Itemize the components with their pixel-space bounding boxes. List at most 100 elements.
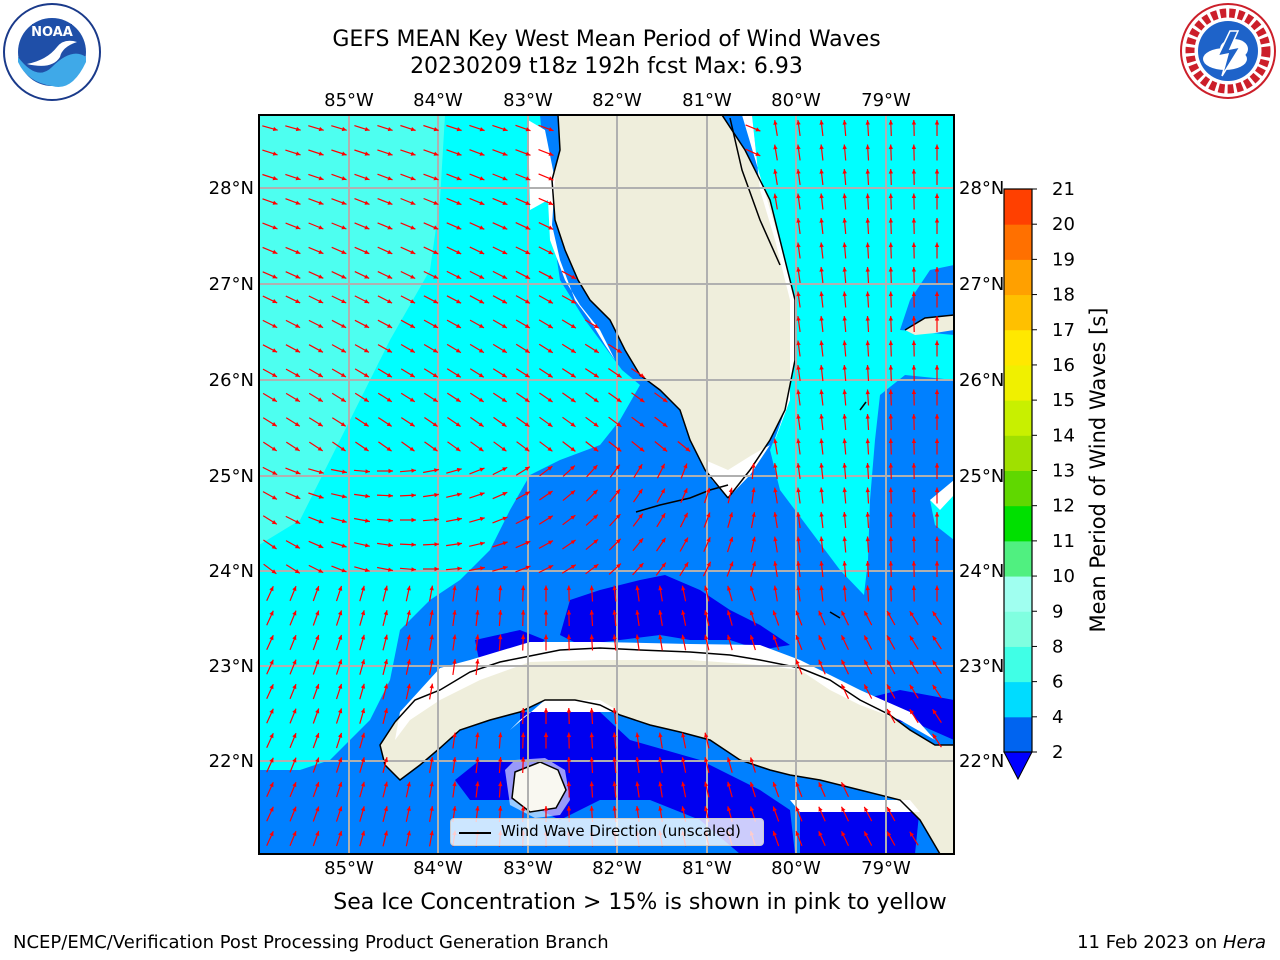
wind-wave-arrowhead bbox=[475, 781, 480, 787]
wind-wave-arrowhead bbox=[341, 200, 347, 205]
wind-wave-arrowhead bbox=[388, 468, 393, 474]
wind-wave-arrowhead bbox=[932, 709, 937, 715]
wind-wave-arrowhead bbox=[271, 446, 277, 451]
wind-wave-arrowhead bbox=[934, 512, 940, 517]
colorbar-tick-label: 21 bbox=[1052, 179, 1075, 200]
wind-wave-arrowhead bbox=[475, 634, 480, 640]
wind-wave-arrowhead bbox=[819, 340, 824, 346]
wind-wave-arrowhead bbox=[433, 323, 438, 328]
wind-wave-arrowhead bbox=[796, 438, 801, 444]
wind-wave-arrowhead bbox=[525, 176, 531, 181]
wind-wave-arrowhead bbox=[524, 348, 530, 353]
wind-wave-arrowhead bbox=[911, 463, 917, 468]
wind-wave-arrowhead bbox=[386, 446, 392, 452]
wind-wave-arrowhead bbox=[842, 291, 847, 297]
wind-wave-arrowhead bbox=[842, 242, 847, 248]
colorbar-segment bbox=[1004, 540, 1032, 577]
wind-wave-arrowhead bbox=[911, 512, 917, 517]
wind-wave-arrowhead bbox=[635, 781, 640, 787]
wind-wave-arrowhead bbox=[502, 200, 508, 205]
wind-wave-arrowhead bbox=[411, 567, 416, 572]
wind-wave-arrowhead bbox=[433, 299, 439, 304]
wind-wave-arrowhead bbox=[570, 490, 576, 495]
wind-wave-arrowhead bbox=[475, 757, 480, 762]
wind-wave-arrowhead bbox=[548, 540, 553, 545]
wind-wave-arrowhead bbox=[383, 806, 388, 812]
wind-wave-arrowhead bbox=[639, 373, 645, 378]
wind-wave-arrowhead bbox=[341, 126, 347, 132]
wind-wave-arrowhead bbox=[593, 564, 599, 569]
wind-wave-arrowhead bbox=[360, 610, 366, 616]
wind-wave-arrowhead bbox=[524, 373, 530, 378]
wind-wave-arrowhead bbox=[315, 708, 320, 714]
wind-wave-arrowhead bbox=[570, 515, 576, 520]
wind-wave-arrowhead bbox=[292, 635, 297, 641]
wind-wave-arrowhead bbox=[749, 757, 754, 763]
wind-wave-arrowhead bbox=[841, 782, 846, 788]
wind-wave-arrowhead bbox=[315, 635, 320, 640]
wind-wave-arrowhead bbox=[479, 467, 485, 472]
wind-wave-arrowhead bbox=[819, 414, 824, 419]
wind-wave-arrowhead bbox=[548, 200, 554, 205]
colorbar-segment bbox=[1004, 224, 1032, 260]
wind-wave-arrowhead bbox=[498, 757, 503, 762]
wind-wave-arrowhead bbox=[525, 225, 531, 230]
wind-wave-arrowhead bbox=[566, 634, 572, 640]
wind-wave-arrowhead bbox=[432, 422, 438, 427]
wind-wave-arrowhead bbox=[317, 422, 323, 427]
colorbar-ticks: 2 4 6 8 9 10 11 12 13 14 15 16 17 18 19 20 21 bbox=[1032, 179, 1075, 763]
wind-wave-arrowhead bbox=[658, 781, 663, 787]
wind-wave-arrowhead bbox=[772, 635, 777, 640]
wind-wave-arrowhead bbox=[434, 468, 439, 473]
wind-wave-arrowhead bbox=[888, 365, 893, 370]
wind-wave-arrowhead bbox=[658, 732, 663, 738]
wind-wave-arrowhead bbox=[681, 585, 686, 591]
wind-wave-arrowhead bbox=[773, 193, 778, 199]
wind-wave-arrowhead bbox=[341, 225, 347, 230]
wind-wave-arrowhead bbox=[387, 348, 392, 353]
wind-wave-arrowhead bbox=[887, 684, 892, 690]
wind-wave-arrowhead bbox=[706, 487, 711, 493]
wind-wave-arrowhead bbox=[842, 463, 847, 468]
wind-wave-arrowhead bbox=[269, 757, 274, 763]
wind-wave-arrowhead bbox=[502, 127, 508, 132]
wind-wave-arrowhead bbox=[479, 225, 485, 230]
wind-wave-arrowhead bbox=[593, 348, 599, 353]
lat-tick-left: 24°N bbox=[209, 561, 254, 582]
florida-land bbox=[552, 115, 795, 498]
wind-wave-arrowhead bbox=[341, 518, 347, 523]
wind-wave-arrowhead bbox=[683, 488, 688, 494]
wind-wave-arrowhead bbox=[635, 757, 640, 762]
wind-wave-arrowhead bbox=[434, 517, 439, 522]
lat-ticks-left: 28°N 27°N 26°N 25°N 24°N 23°N 22°N bbox=[209, 178, 254, 772]
wind-wave-arrowhead bbox=[315, 806, 320, 812]
wind-wave-arrowhead bbox=[751, 463, 756, 468]
wind-wave-arrowhead bbox=[501, 373, 507, 378]
wind-wave-arrowhead bbox=[429, 830, 434, 836]
wind-wave-arrowhead bbox=[887, 709, 892, 714]
wind-wave-arrowhead bbox=[271, 397, 277, 402]
wind-wave-arrowhead bbox=[819, 193, 824, 199]
wind-wave-arrowhead bbox=[272, 348, 278, 353]
wind-wave-arrowhead bbox=[432, 348, 438, 353]
wind-wave-arrowhead bbox=[456, 127, 462, 132]
wind-wave-arrowhead bbox=[635, 634, 640, 640]
wind-wave-arrowhead bbox=[865, 585, 870, 591]
wind-wave-arrowhead bbox=[269, 586, 274, 592]
wind-wave-arrowhead bbox=[796, 487, 801, 493]
wind-wave-arrowhead bbox=[318, 200, 324, 205]
wind-wave-arrowhead bbox=[475, 806, 480, 811]
wind-wave-arrowhead bbox=[819, 463, 824, 468]
wind-wave-arrowhead bbox=[749, 610, 754, 616]
wind-wave-arrowhead bbox=[865, 242, 870, 248]
wind-wave-arrowhead bbox=[294, 422, 300, 427]
footer-date: 11 Feb 2023 on Hera bbox=[1077, 932, 1266, 953]
wind-wave-arrowhead bbox=[363, 422, 369, 427]
cuba-land bbox=[380, 648, 954, 854]
wind-wave-arrowhead bbox=[639, 422, 645, 427]
wind-wave-arrowhead bbox=[864, 806, 869, 812]
wind-wave-arrowhead bbox=[318, 126, 324, 132]
wind-wave-arrowhead bbox=[888, 389, 893, 395]
lat-tick-left: 23°N bbox=[209, 656, 254, 677]
wind-wave-arrowhead bbox=[727, 634, 732, 640]
